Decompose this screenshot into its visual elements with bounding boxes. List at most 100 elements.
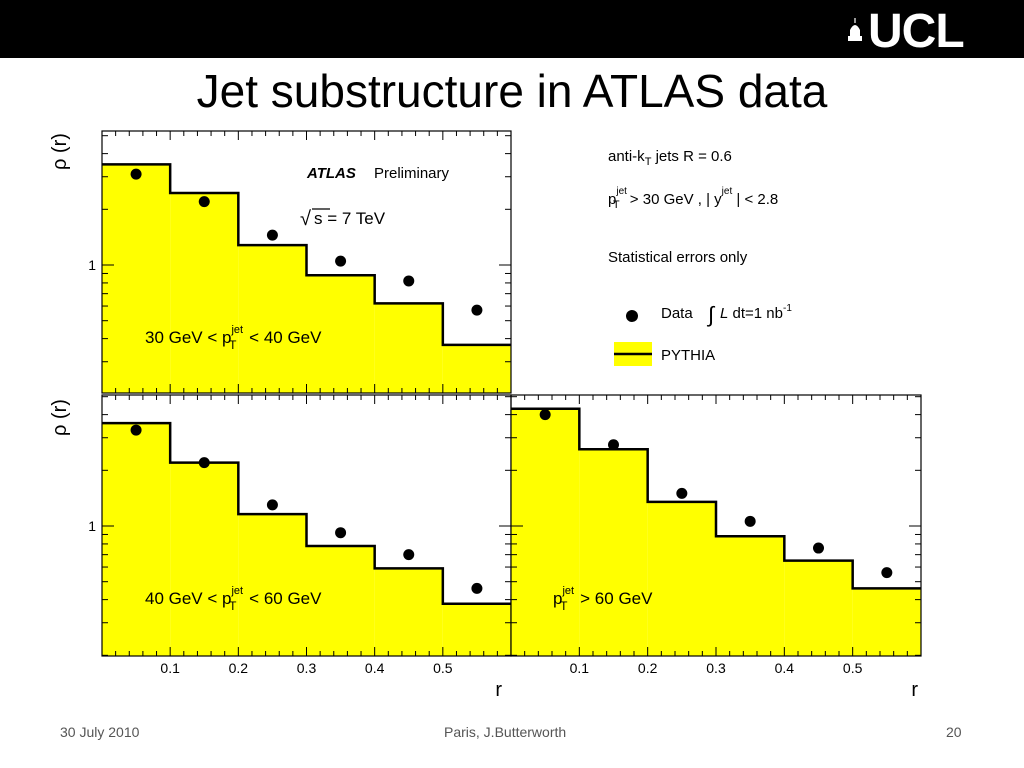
ucl-logo: UCL (846, 5, 996, 58)
data-point (881, 567, 893, 579)
legend-jets-pre: anti-k (608, 148, 645, 165)
data-point (471, 304, 483, 316)
x-axis-label-panel3: r (911, 679, 918, 701)
data-point (130, 168, 142, 180)
data-point (266, 499, 278, 511)
histogram-bar (647, 501, 716, 656)
data-point (608, 439, 619, 451)
histogram-bar (374, 303, 443, 393)
legend-data-label: Data (661, 305, 693, 322)
sqrt-symbol: √ (300, 208, 311, 230)
x-tick-label: 0.4 (775, 660, 795, 676)
footer-authors: Paris, J.Butterworth (444, 724, 567, 740)
preliminary-label: Preliminary (374, 165, 450, 182)
data-point (403, 549, 415, 561)
y-tick-label: 1 (88, 257, 96, 273)
histogram-bar (852, 588, 921, 656)
energy-label: s = 7 TeV (314, 209, 386, 228)
histogram-bar (102, 423, 171, 656)
x-tick-label: 0.4 (365, 660, 385, 676)
histogram-bar (238, 245, 307, 393)
x-tick-label: 0.5 (843, 660, 863, 676)
legend-lumi-exp: -1 (783, 303, 792, 314)
footer-page-number: 20 (946, 724, 962, 740)
histogram-bar (170, 193, 239, 393)
legend-panel: anti-kT jets R = 0.6 pjet T > 30 GeV , | … (608, 148, 792, 366)
legend-errors-note: Statistical errors only (608, 249, 748, 266)
top-bar: UCL (0, 0, 1024, 58)
histogram-bar (238, 514, 307, 656)
histogram-bar (442, 344, 511, 393)
legend-lumi: L dt=1 nb-1 (720, 303, 792, 322)
legend-lumi-L: L (720, 305, 728, 322)
x-tick-label: 0.1 (570, 660, 590, 676)
portico-dome-icon (848, 18, 862, 41)
x-tick-label: 0.5 (433, 660, 453, 676)
logo-text: UCL (868, 5, 965, 58)
legend-jets-sub: T (645, 156, 652, 168)
x-tick-label: 0.3 (706, 660, 726, 676)
legend-data-marker (626, 310, 638, 322)
histogram-bar (306, 275, 375, 393)
data-point (335, 255, 347, 267)
legend-cut-sub: T (613, 199, 620, 211)
panel-range-label: 30 GeV < pjet T < 40 GeV (145, 324, 322, 352)
range-label-pre: 40 GeV < p (145, 589, 231, 608)
x-axis-label-panel2: r (495, 679, 502, 701)
data-point (198, 457, 210, 469)
range-label-sup: jet (230, 324, 243, 336)
legend-integral-sign: ∫ (706, 302, 716, 327)
legend-mc-label: PYTHIA (661, 347, 715, 364)
y-axis-label-panel1: ρ (r) (49, 133, 71, 170)
histogram-bar (442, 603, 511, 656)
legend-cut-mid: > 30 GeV , | y (626, 191, 723, 208)
histogram-bar (170, 462, 239, 656)
histogram-bar (784, 560, 853, 656)
data-point (539, 409, 551, 421)
range-label-sub: T (560, 599, 568, 613)
range-label-sup: jet (230, 585, 243, 597)
histogram-bar (716, 536, 785, 656)
histogram-bar (102, 164, 171, 393)
range-label-sub: T (229, 338, 237, 352)
legend-cut-end: | < 2.8 (732, 191, 778, 208)
legend-cut: pjet T > 30 GeV , | yjet | < 2.8 (608, 186, 778, 211)
y-tick-label: 1 (88, 518, 96, 534)
range-label-pre: 30 GeV < p (145, 328, 231, 347)
histogram-bar (511, 408, 580, 656)
pythia-step-line (511, 407, 921, 590)
slide-title: Jet substructure in ATLAS data (196, 65, 828, 117)
x-tick-label: 0.2 (229, 660, 249, 676)
histogram-bar (579, 449, 648, 656)
histogram-bar (374, 568, 443, 656)
data-point (813, 542, 824, 554)
data-point (471, 582, 483, 594)
legend-cut-p: p (608, 191, 616, 208)
legend-jets-post: jets R = 0.6 (651, 148, 731, 165)
range-label-sup: jet (561, 585, 574, 597)
panel-range-label: 40 GeV < pjet T < 60 GeV (145, 585, 322, 613)
legend-jets: anti-kT jets R = 0.6 (608, 148, 732, 168)
data-point (198, 196, 210, 208)
footer-date: 30 July 2010 (60, 724, 140, 740)
y-axis-label-panel2: ρ (r) (49, 399, 71, 436)
x-tick-label: 0.2 (638, 660, 658, 676)
data-point (130, 424, 142, 436)
pythia-step-line (102, 421, 511, 605)
data-point (266, 229, 278, 241)
legend-lumi-text: dt=1 nb (728, 305, 783, 322)
legend-cut-sup: jet (615, 186, 627, 197)
histogram-bar (306, 545, 375, 656)
range-label-sub: T (229, 599, 237, 613)
panel-range-label: pjet T > 60 GeV (553, 585, 653, 613)
x-tick-label: 0.3 (297, 660, 317, 676)
range-label-post: > 60 GeV (575, 589, 653, 608)
legend-cut-ysup: jet (721, 186, 733, 197)
pythia-step-line (102, 163, 511, 347)
x-tick-label: 0.1 (160, 660, 180, 676)
data-point (335, 527, 347, 539)
range-label-pre: p (553, 589, 562, 608)
data-point (403, 275, 415, 287)
data-point (744, 515, 756, 527)
